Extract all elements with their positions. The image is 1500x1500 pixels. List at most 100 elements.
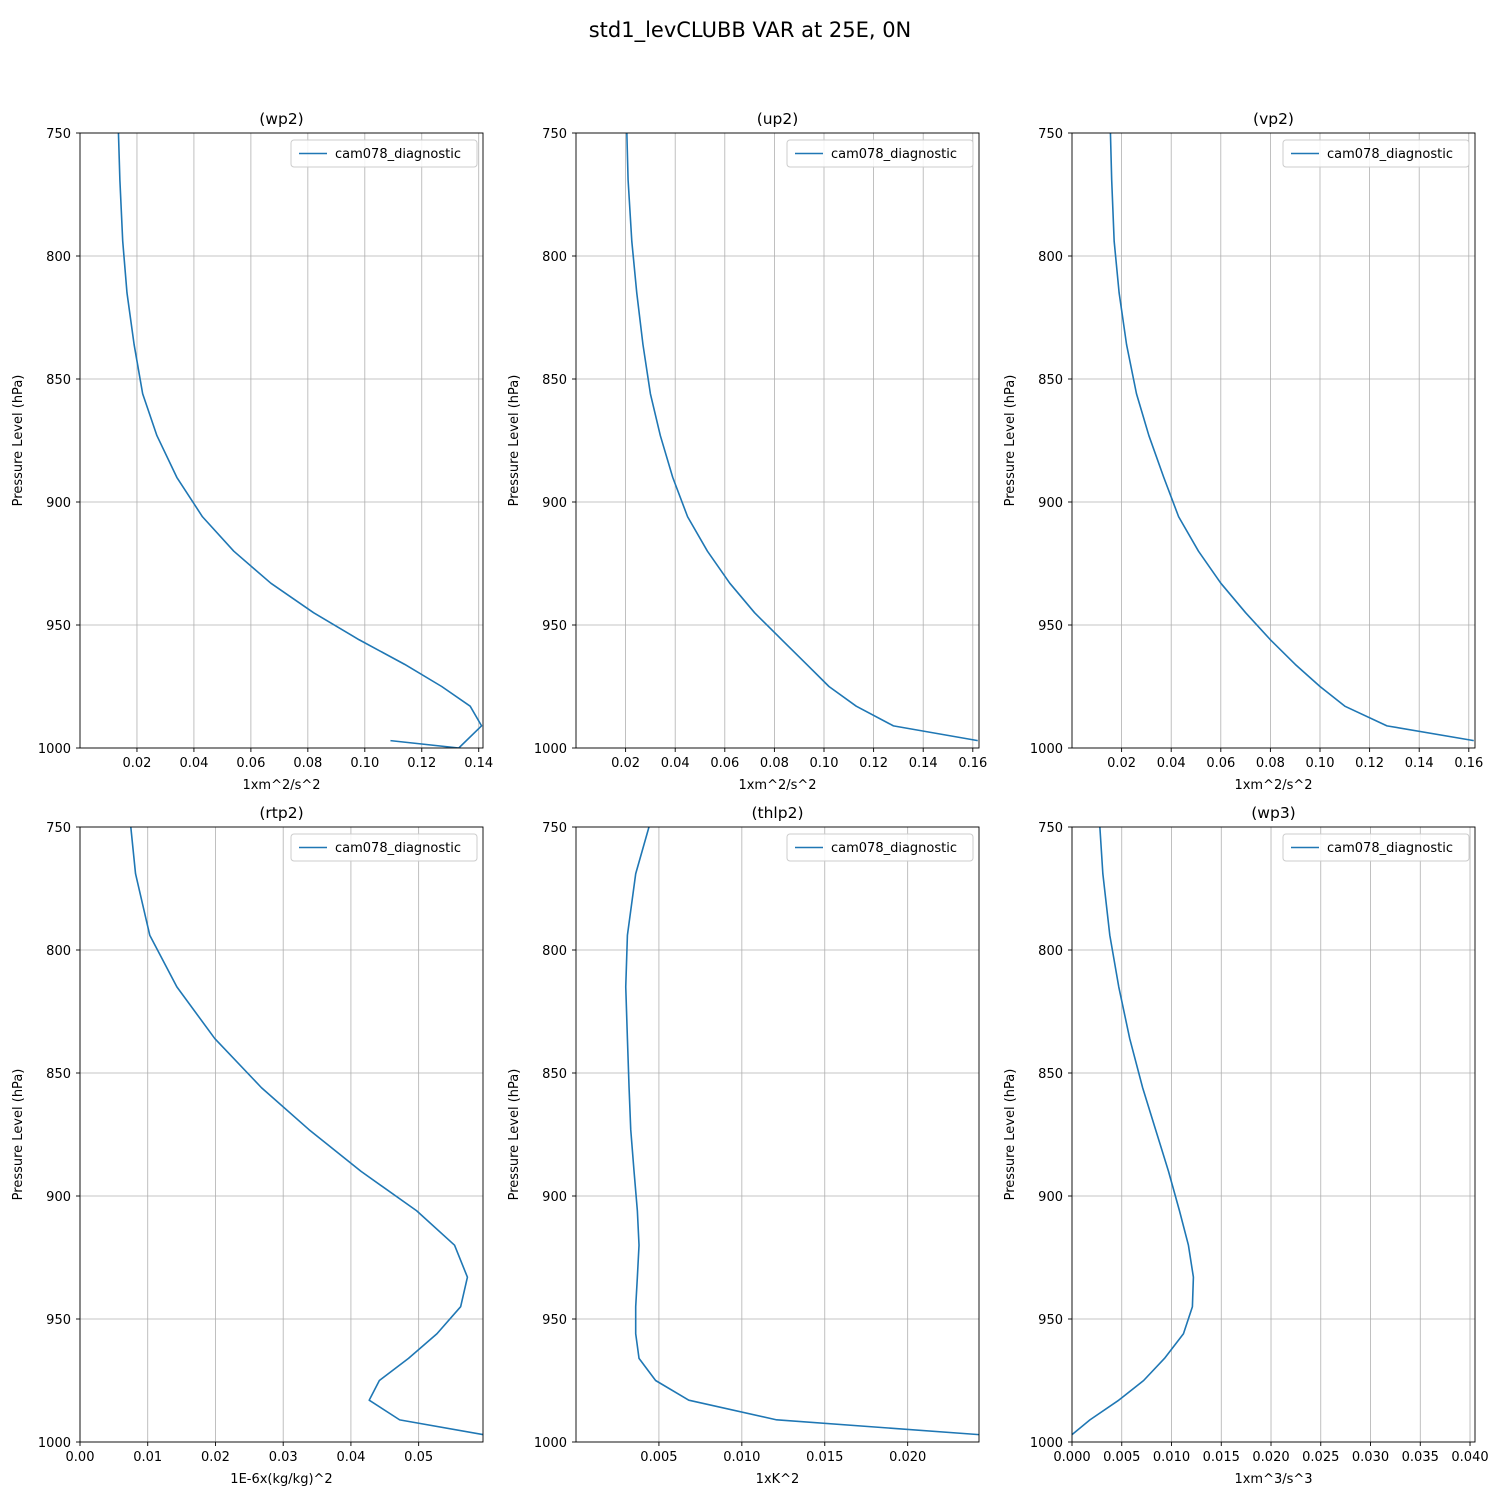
y-tick-label: 850 bbox=[1038, 1067, 1063, 1082]
y-tick-label: 1000 bbox=[534, 742, 567, 757]
x-tick-label: 0.03 bbox=[269, 1450, 298, 1465]
subplot-5: 0.000 0.005 0.010 0.015 0.020 0.025 0.030 0.035… bbox=[1003, 804, 1489, 1487]
x-tick-label: 0.010 bbox=[1153, 1450, 1190, 1465]
x-tick-label: 0.04 bbox=[179, 756, 208, 771]
x-tick-label: 0.16 bbox=[1454, 756, 1483, 771]
axes-frame bbox=[1071, 826, 1476, 1443]
y-axis-label: Pressure Level (hPa) bbox=[1003, 375, 1018, 507]
subplot-4: 0.005 0.010 0.015 0.020 750 800 850 900 950 1000 (… bbox=[507, 804, 980, 1487]
subplot-0: 0.02 0.04 0.06 0.08 0.10 0.12 0.14 750 800 850 900… bbox=[11, 110, 493, 793]
y-axis-label: Pressure Level (hPa) bbox=[1003, 1069, 1018, 1201]
y-tick-label: 900 bbox=[542, 1190, 567, 1205]
subplot-title: (vp2) bbox=[1253, 110, 1294, 128]
x-tick-label: 0.00 bbox=[66, 1450, 95, 1465]
y-tick-label: 750 bbox=[542, 127, 567, 142]
legend-label: cam078_diagnostic bbox=[1327, 841, 1453, 856]
series-line-cam078_diagnostic bbox=[130, 827, 483, 1436]
y-tick-label: 800 bbox=[46, 250, 71, 265]
y-tick-label: 950 bbox=[1038, 619, 1063, 634]
x-tick-label: 0.08 bbox=[1256, 756, 1285, 771]
legend: cam078_diagnostic bbox=[786, 833, 974, 862]
panels: 0.02 0.04 0.06 0.08 0.10 0.12 0.14 750 800 850 900… bbox=[11, 110, 1489, 1487]
y-axis-label: Pressure Level (hPa) bbox=[507, 1069, 522, 1201]
y-tick-label: 950 bbox=[46, 1313, 71, 1328]
x-tick-label: 0.000 bbox=[1053, 1450, 1090, 1465]
subplot-title: (rtp2) bbox=[259, 804, 303, 822]
x-axis-label: 1E-6x(kg/kg)^2 bbox=[230, 1472, 332, 1487]
y-tick-label: 750 bbox=[46, 821, 71, 836]
legend-box bbox=[786, 833, 974, 862]
y-tick-label: 750 bbox=[1038, 127, 1063, 142]
y-tick-label: 850 bbox=[542, 373, 567, 388]
subplot-1: 0.02 0.04 0.06 0.08 0.10 0.12 0.14 0.16 750 800 85… bbox=[507, 110, 987, 793]
series-line-cam078_diagnostic bbox=[117, 133, 483, 748]
legend-label: cam078_diagnostic bbox=[335, 841, 461, 856]
subplot-title: (up2) bbox=[757, 110, 799, 128]
legend: cam078_diagnostic bbox=[290, 833, 478, 862]
x-tick-label: 0.14 bbox=[1405, 756, 1434, 771]
y-tick-label: 1000 bbox=[1030, 1436, 1063, 1451]
series-line-cam078_diagnostic bbox=[1109, 133, 1474, 742]
x-tick-label: 0.16 bbox=[958, 756, 987, 771]
y-tick-label: 900 bbox=[1038, 1190, 1063, 1205]
legend-label: cam078_diagnostic bbox=[831, 841, 957, 856]
x-tick-label: 0.035 bbox=[1402, 1450, 1439, 1465]
y-tick-label: 800 bbox=[542, 250, 567, 265]
y-tick-label: 1000 bbox=[38, 742, 71, 757]
series-line-cam078_diagnostic bbox=[1072, 827, 1195, 1436]
y-tick-label: 1000 bbox=[534, 1436, 567, 1451]
x-tick-label: 0.08 bbox=[760, 756, 789, 771]
y-tick-label: 800 bbox=[46, 944, 71, 959]
axes-frame bbox=[575, 132, 980, 749]
y-tick-label: 900 bbox=[46, 1190, 71, 1205]
x-tick-label: 0.05 bbox=[404, 1450, 433, 1465]
x-tick-label: 0.01 bbox=[133, 1450, 162, 1465]
legend-box bbox=[786, 139, 974, 168]
x-tick-label: 0.02 bbox=[611, 756, 640, 771]
x-axis-label: 1xm^3/s^3 bbox=[1234, 1472, 1312, 1487]
subplot-title: (wp3) bbox=[1251, 804, 1295, 822]
y-tick-label: 850 bbox=[46, 1067, 71, 1082]
subplot-title: (thlp2) bbox=[751, 804, 803, 822]
y-tick-label: 850 bbox=[46, 373, 71, 388]
x-tick-label: 0.10 bbox=[810, 756, 839, 771]
subplot-2: 0.02 0.04 0.06 0.08 0.10 0.12 0.14 0.16 750 800 85… bbox=[1003, 110, 1483, 793]
legend-box bbox=[290, 833, 478, 862]
x-tick-label: 0.040 bbox=[1451, 1450, 1488, 1465]
legend-label: cam078_diagnostic bbox=[1327, 147, 1453, 162]
x-tick-label: 0.04 bbox=[661, 756, 690, 771]
series-line-cam078_diagnostic bbox=[624, 827, 979, 1436]
x-tick-label: 0.02 bbox=[122, 756, 151, 771]
y-tick-label: 1000 bbox=[38, 1436, 71, 1451]
y-tick-label: 800 bbox=[1038, 250, 1063, 265]
y-tick-label: 900 bbox=[1038, 496, 1063, 511]
figure-title: std1_levCLUBB VAR at 25E, 0N bbox=[589, 18, 912, 43]
x-tick-label: 0.005 bbox=[1103, 1450, 1140, 1465]
x-tick-label: 0.14 bbox=[909, 756, 938, 771]
legend: cam078_diagnostic bbox=[1282, 833, 1470, 862]
y-tick-label: 950 bbox=[542, 619, 567, 634]
y-tick-label: 750 bbox=[1038, 821, 1063, 836]
x-tick-label: 0.14 bbox=[464, 756, 493, 771]
y-tick-label: 900 bbox=[542, 496, 567, 511]
y-axis-label: Pressure Level (hPa) bbox=[507, 375, 522, 507]
legend: cam078_diagnostic bbox=[786, 139, 974, 168]
y-tick-label: 850 bbox=[542, 1067, 567, 1082]
x-tick-label: 0.005 bbox=[640, 1450, 677, 1465]
y-tick-label: 900 bbox=[46, 496, 71, 511]
axes-frame bbox=[79, 132, 484, 749]
x-tick-label: 0.06 bbox=[1206, 756, 1235, 771]
x-axis-label: 1xm^2/s^2 bbox=[242, 778, 320, 793]
x-tick-label: 0.025 bbox=[1302, 1450, 1339, 1465]
subplot-3: 0.00 0.01 0.02 0.03 0.04 0.05 750 800 850 900 950 1… bbox=[11, 804, 484, 1487]
y-axis-label: Pressure Level (hPa) bbox=[11, 1069, 26, 1201]
axes-frame bbox=[575, 826, 980, 1443]
legend: cam078_diagnostic bbox=[1282, 139, 1470, 168]
x-axis-label: 1xm^2/s^2 bbox=[738, 778, 816, 793]
y-tick-label: 800 bbox=[542, 944, 567, 959]
x-tick-label: 0.010 bbox=[723, 1450, 760, 1465]
x-tick-label: 0.10 bbox=[1306, 756, 1335, 771]
y-tick-label: 950 bbox=[46, 619, 71, 634]
series-line-cam078_diagnostic bbox=[626, 133, 978, 742]
x-tick-label: 0.02 bbox=[1107, 756, 1136, 771]
